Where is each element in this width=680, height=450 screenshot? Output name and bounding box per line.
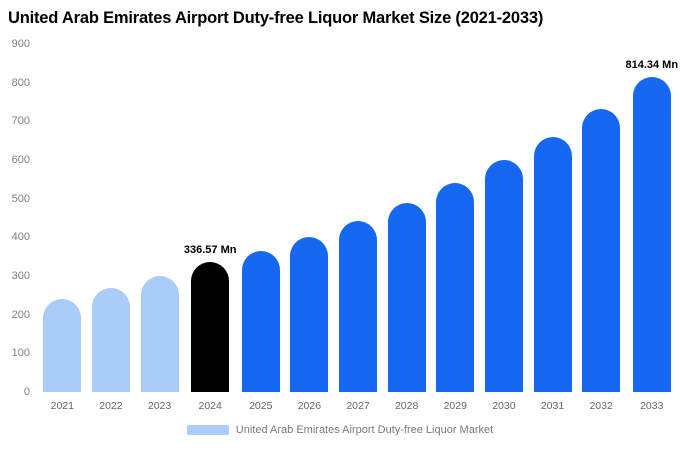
- bar-area: [285, 44, 334, 392]
- bar-2022: [91, 288, 130, 392]
- bar-2033: [632, 77, 671, 392]
- bar-area: [334, 44, 383, 392]
- bar-2026: [290, 237, 329, 392]
- y-axis-tick: 100: [11, 347, 30, 360]
- bar-area: [382, 44, 431, 392]
- bar-2032: [582, 108, 621, 392]
- x-axis-label: 2021: [50, 400, 74, 412]
- y-axis-tick: 600: [11, 154, 30, 166]
- x-axis-label: 2032: [589, 400, 613, 412]
- bar-area: [135, 44, 184, 392]
- legend-label: United Arab Emirates Airport Duty-free L…: [235, 424, 494, 436]
- bar-slot: 2032: [577, 44, 626, 412]
- y-axis: 0 100 200 300 400 500 600 700 800 900: [6, 38, 38, 398]
- plot-area: 2021 2022 2023 336.57 Mn 2024 2025 2026 2027 202…: [38, 44, 678, 412]
- bar-slot: 2021: [38, 44, 87, 412]
- x-axis-label: 2023: [147, 400, 172, 412]
- bar-slot: 2029: [431, 44, 480, 412]
- y-axis-tick: 500: [11, 192, 30, 205]
- bar-slot: 336.57 Mn 2024: [184, 44, 237, 412]
- y-axis-tick: 700: [11, 115, 30, 128]
- bar-value-annotation: 336.57 Mn: [183, 243, 237, 256]
- bar-2031: [533, 136, 572, 392]
- x-axis-label: 2033: [640, 400, 664, 412]
- x-axis-label: 2030: [492, 400, 516, 412]
- bar-slot: 2022: [87, 44, 136, 412]
- x-axis-label: 2026: [297, 400, 322, 412]
- bar-area: [528, 44, 577, 392]
- bar-area: [577, 44, 626, 392]
- bar-slot: 814.34 Mn 2033: [625, 44, 678, 412]
- bar-slot: 2027: [334, 44, 383, 412]
- y-axis-tick: 400: [11, 231, 30, 244]
- y-axis-tick: 300: [11, 270, 30, 282]
- bar-area: 814.34 Mn: [625, 44, 678, 392]
- bar-2027: [339, 220, 378, 392]
- x-axis-label: 2025: [249, 400, 273, 412]
- bar-slot: 2030: [480, 44, 529, 412]
- bar-2021: [43, 299, 82, 392]
- chart-area: 0 100 200 300 400 500 600 700 800 900 2021 2022 202…: [0, 30, 680, 412]
- bar-2030: [484, 160, 523, 392]
- x-axis-label: 2029: [443, 400, 467, 412]
- bar-area: 336.57 Mn: [183, 44, 237, 392]
- legend: United Arab Emirates Airport Duty-free L…: [0, 424, 680, 436]
- y-axis-tick: 0: [23, 386, 30, 398]
- x-axis-label: 2027: [346, 400, 370, 412]
- bar-slot: 2023: [135, 44, 184, 412]
- bar-2023: [140, 276, 179, 392]
- legend-swatch: [186, 425, 229, 435]
- chart-title: United Arab Emirates Airport Duty-free L…: [8, 9, 544, 27]
- bar-slot: 2028: [382, 44, 431, 412]
- y-axis-tick: 200: [11, 308, 30, 321]
- bar-2029: [436, 183, 475, 392]
- bar-2028: [387, 202, 426, 392]
- x-axis-label: 2022: [99, 400, 123, 412]
- bar-2024: [191, 261, 230, 392]
- bar-area: [236, 44, 285, 392]
- bar-area: [431, 44, 480, 392]
- bar-slot: 2026: [285, 44, 334, 412]
- x-axis-label: 2028: [394, 400, 419, 412]
- y-axis-tick: 800: [11, 76, 30, 89]
- bar-slot: 2025: [236, 44, 285, 412]
- y-axis-tick: 900: [11, 38, 30, 50]
- bar-2025: [241, 250, 280, 392]
- bar-slot: 2031: [528, 44, 577, 412]
- x-axis-label: 2024: [198, 400, 222, 412]
- bar-area: [480, 44, 529, 392]
- x-axis-label: 2031: [540, 400, 565, 412]
- bar-area: [87, 44, 136, 392]
- bar-area: [38, 44, 87, 392]
- bar-value-annotation: 814.34 Mn: [625, 59, 679, 72]
